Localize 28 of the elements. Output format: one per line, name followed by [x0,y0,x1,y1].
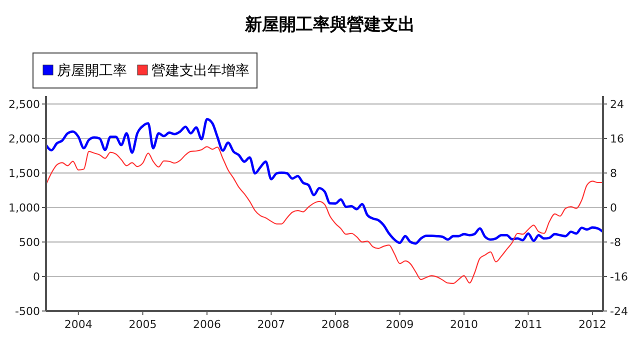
line-series [45,146,604,284]
x-tick-label: 2008 [321,318,350,331]
y-tick-label: 1,000 [8,202,40,214]
chart-title: 新屋開工率與營建支出 [244,15,415,35]
y2-tick-label: 16 [610,132,624,146]
x-tick-label: 2005 [128,318,157,331]
x-tick-label: 2004 [64,318,92,331]
y-tick-label: 0 [33,270,40,284]
y2-tick-label: 8 [610,167,617,180]
x-tick-label: 2011 [514,318,542,331]
x-tick-label: 2009 [386,318,414,331]
y-tick-label: 1,500 [8,167,40,180]
y-tick-label: -500 [15,305,40,318]
y2-tick-label: -16 [610,270,628,284]
y2-tick-label: 24 [610,98,624,111]
legend-label: 房屋開工率 [57,63,127,79]
y-tick-label: 2,000 [8,132,40,146]
x-tick-label: 2007 [257,318,286,331]
x-tick-label: 2012 [578,318,606,331]
y-tick-label: 2,500 [8,98,40,111]
y-tick-label: 500 [19,236,40,249]
line-series [44,118,604,245]
y2-tick-label: -24 [610,305,628,318]
y2-tick-label: -8 [610,236,621,249]
y2-tick-label: 0 [610,202,617,214]
x-tick-label: 2006 [192,318,221,331]
x-tick-label: 2010 [450,318,478,331]
legend-label: 營建支出年增率 [152,63,250,79]
